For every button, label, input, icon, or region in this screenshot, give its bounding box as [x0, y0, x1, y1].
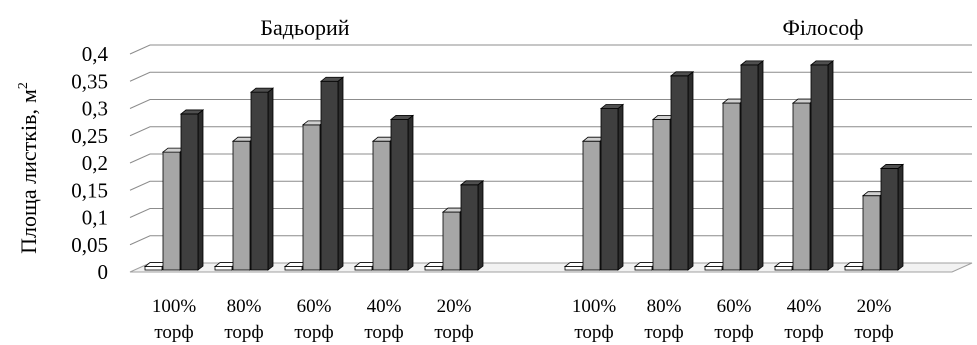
category-label: 40% [367, 296, 402, 317]
gridline [129, 208, 972, 218]
bar [879, 163, 905, 271]
group-titles: Бадьорий Філософ [260, 15, 863, 40]
gridline [129, 153, 972, 164]
category-label-unit: торф [644, 322, 683, 343]
y-tick-label: 0,35 [71, 69, 108, 93]
y-tick-label: 0,2 [82, 151, 108, 175]
y-tick-label: 0,1 [82, 206, 108, 230]
gridlines [129, 44, 972, 246]
category-label-unit: торф [714, 322, 753, 343]
gridline [129, 44, 972, 55]
category-label: 20% [857, 296, 892, 317]
bar [739, 60, 765, 271]
category-label-unit: торф [154, 322, 193, 343]
y-axis-label: Площа листків, м2 [16, 82, 41, 254]
y-tick-label: 0,4 [82, 42, 109, 66]
bars [143, 60, 905, 271]
category-label: 40% [787, 296, 822, 317]
category-label: 60% [717, 296, 752, 317]
category-label-unit: торф [434, 322, 473, 343]
group-title: Бадьорий [260, 15, 349, 40]
category-labels: 100% торф 80% торф 60% торф 40% торф 20% торф 100%… [152, 296, 894, 343]
y-tick-label: 0,05 [71, 233, 108, 257]
category-label: 100% [572, 296, 617, 317]
gridline [129, 126, 972, 137]
category-label-unit: торф [854, 322, 893, 343]
bar [669, 70, 695, 271]
y-axis-label-unit: м [16, 89, 41, 103]
y-axis-ticks: 0 0,05 0,1 0,15 0,2 0,25 0,3 0,35 0,4 [71, 42, 108, 284]
category-label-unit: торф [364, 322, 403, 343]
gridline [129, 71, 972, 82]
category-label: 80% [647, 296, 682, 317]
bar [179, 109, 205, 271]
category-label: 100% [152, 296, 197, 317]
y-tick-label: 0,25 [71, 124, 108, 148]
bar [459, 179, 485, 271]
bar [389, 114, 415, 271]
group-title: Філософ [782, 15, 863, 40]
category-label-unit: торф [574, 322, 613, 343]
bar [809, 60, 835, 271]
gridline [129, 180, 972, 191]
category-label: 20% [437, 296, 472, 317]
category-label-unit: торф [224, 322, 263, 343]
bar [249, 87, 275, 271]
category-label: 60% [297, 296, 332, 317]
y-tick-label: 0,3 [82, 97, 108, 121]
y-axis-label-unit-sup: 2 [16, 82, 31, 89]
y-tick-label: 0,15 [71, 178, 108, 202]
y-axis-label-text: Площа листків, [16, 109, 41, 254]
bar [319, 76, 345, 271]
category-label: 80% [227, 296, 262, 317]
gridline [129, 99, 972, 109]
gridline [129, 235, 972, 246]
bar [599, 103, 625, 271]
y-tick-label: 0 [98, 260, 109, 284]
category-label-unit: торф [294, 322, 333, 343]
category-label-unit: торф [784, 322, 823, 343]
